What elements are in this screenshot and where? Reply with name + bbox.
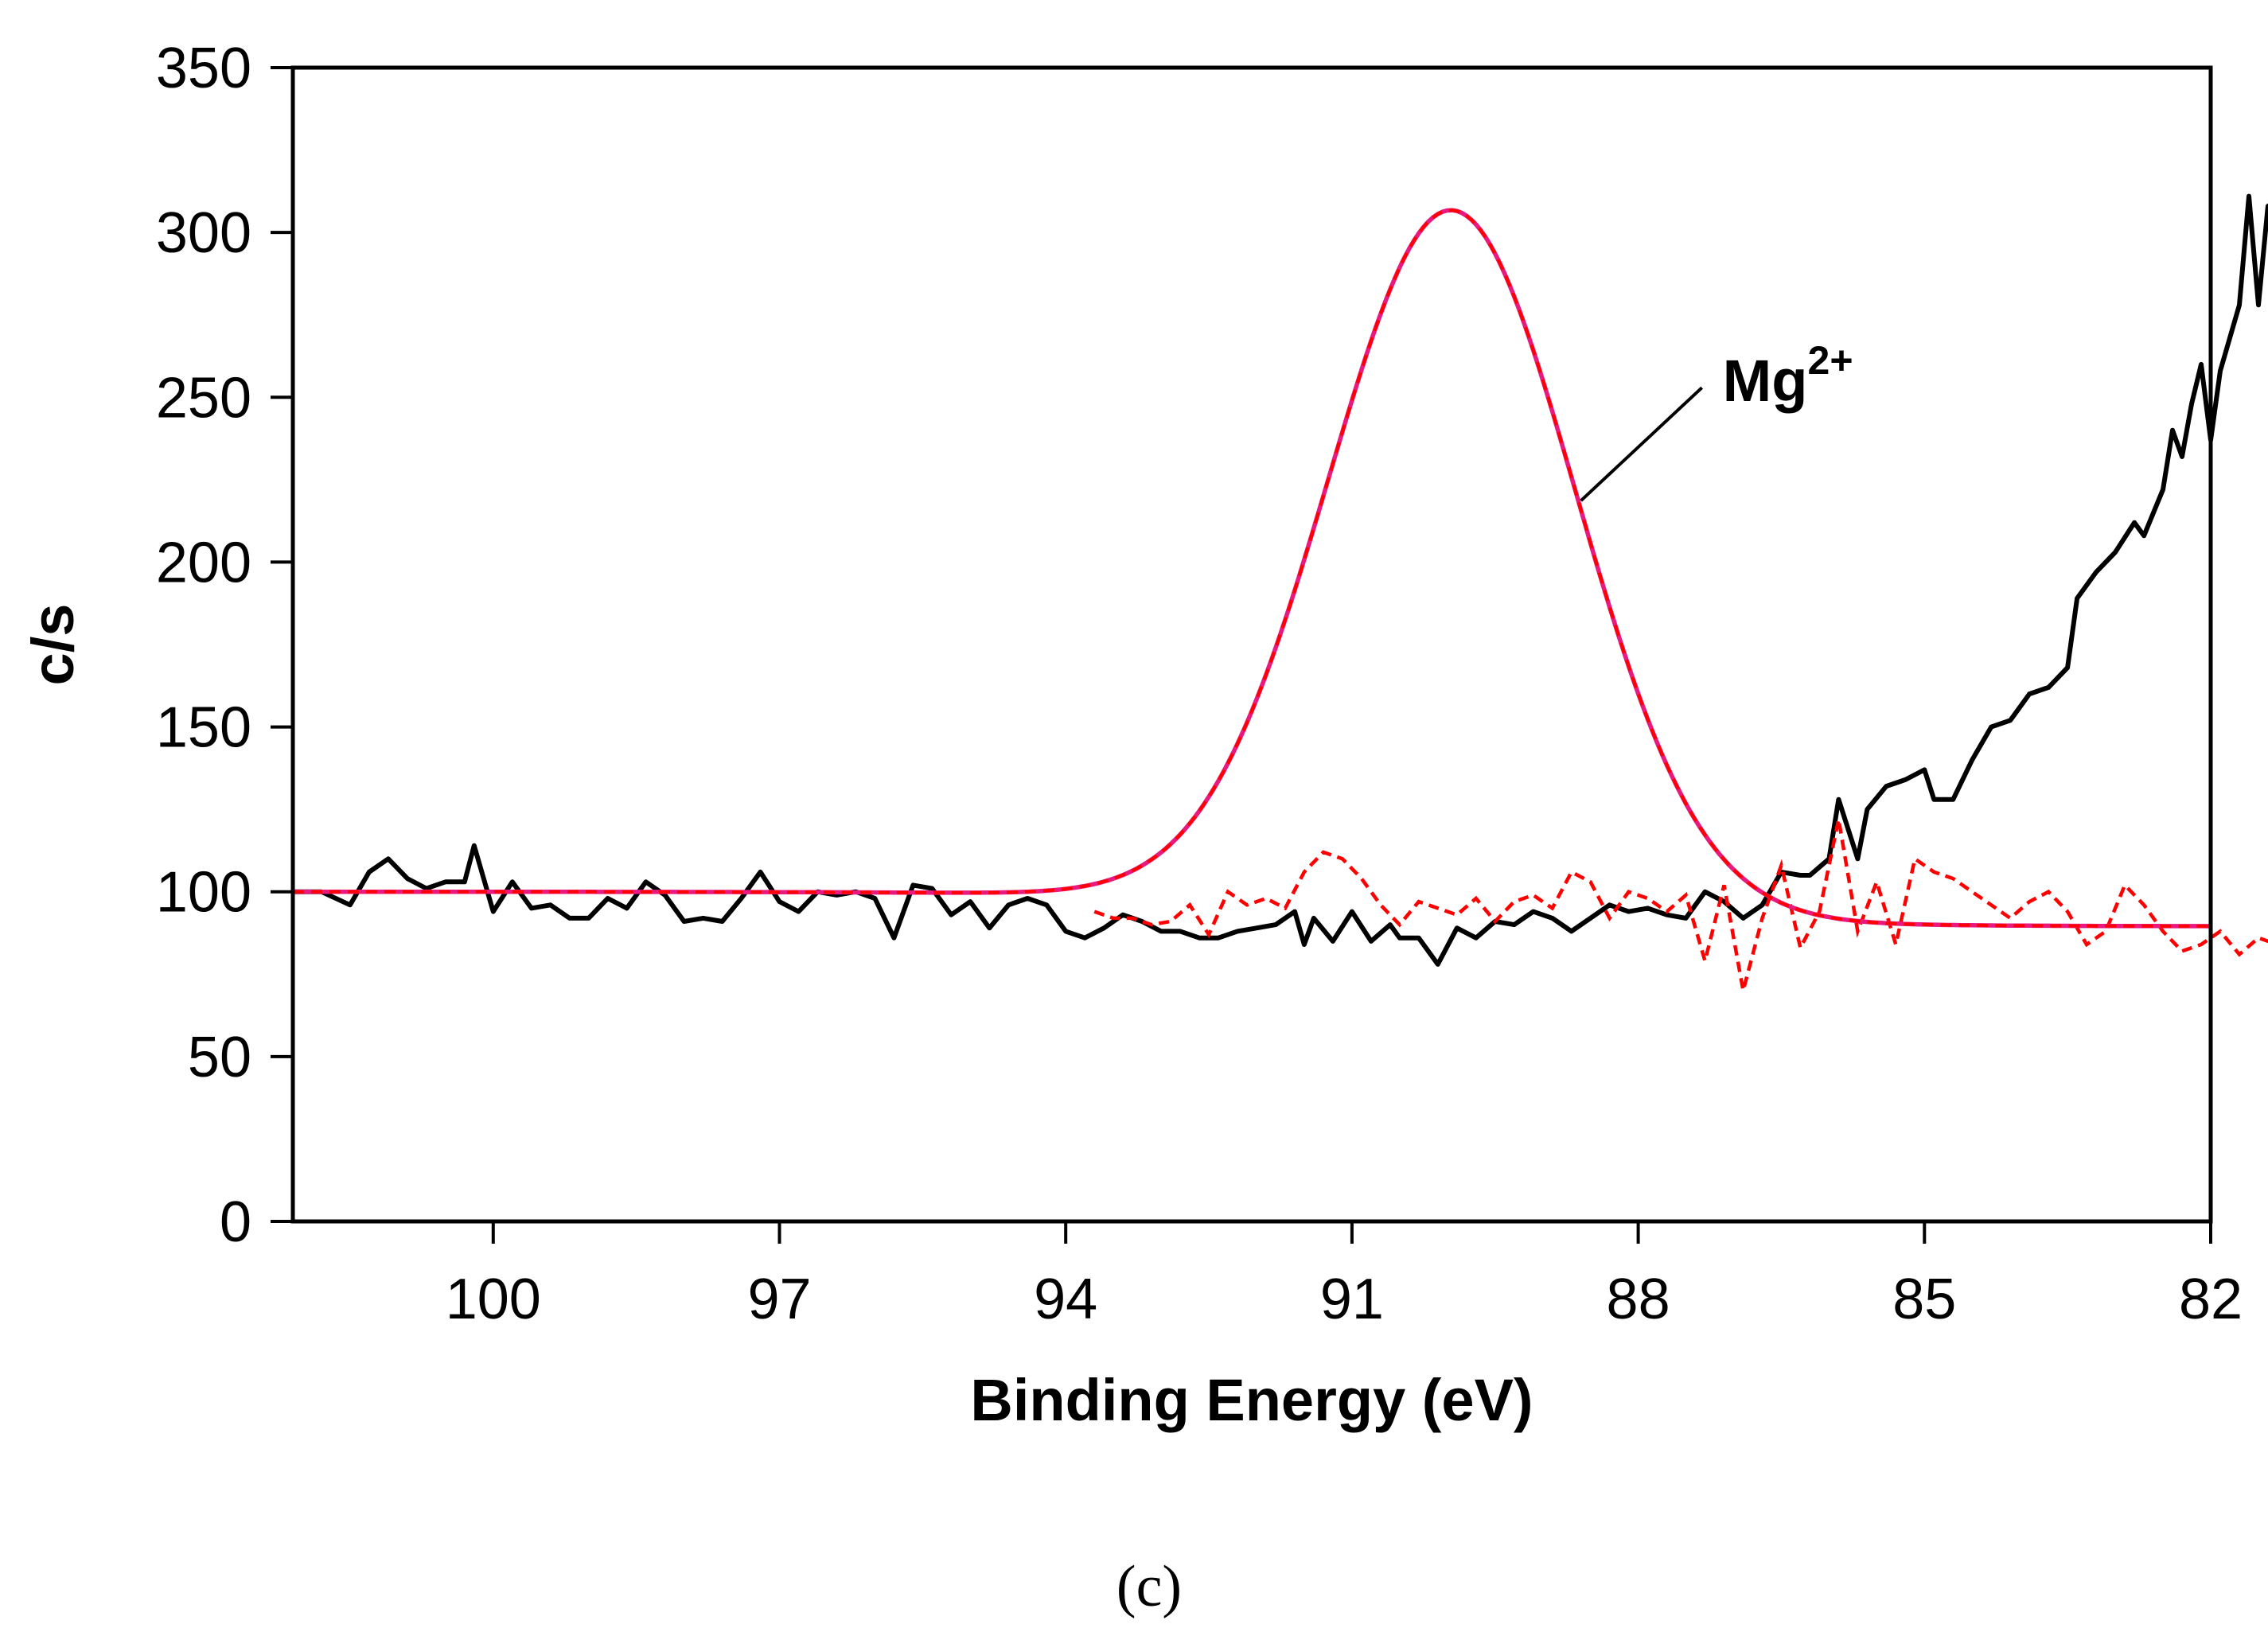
- series-residual-line: [1093, 819, 2268, 991]
- x-tick-label: 94: [1034, 1268, 1097, 1331]
- x-tick-label: 82: [2179, 1268, 2243, 1331]
- annotation-superscript: 2+: [1808, 338, 1853, 383]
- series-mg2-component-line: [293, 208, 2211, 928]
- y-tick-label: 150: [156, 696, 251, 760]
- y-tick-label: 300: [156, 201, 251, 265]
- annotation-leader-line: [1580, 386, 1704, 502]
- x-tick-label: 97: [747, 1268, 811, 1331]
- x-tick-label: 100: [446, 1268, 541, 1331]
- x-tick-label: 85: [1892, 1268, 1956, 1331]
- y-tick-label: 100: [156, 861, 251, 925]
- x-tick-label: 88: [1607, 1268, 1670, 1331]
- x-axis-title: Binding Energy (eV): [970, 1367, 1533, 1433]
- x-tick-label: 91: [1320, 1268, 1384, 1331]
- y-tick-label: 50: [188, 1026, 251, 1089]
- y-tick-label: 0: [220, 1190, 251, 1254]
- annotation-main-text: Mg: [1723, 348, 1808, 414]
- plot-frame: [290, 65, 2213, 1224]
- y-axis-ticks: 0 50 100 150 200 250 300 350: [156, 37, 293, 1254]
- figure-caption: (c): [1116, 1554, 1182, 1619]
- series-fit-envelope-line: [293, 208, 2211, 929]
- y-tick-label: 250: [156, 366, 251, 430]
- x-axis-ticks: 100 97 94 91 88 85 82: [446, 1221, 2243, 1331]
- y-axis-title: c/s: [20, 604, 86, 686]
- series-layer: [293, 193, 2268, 991]
- y-tick-label: 200: [156, 531, 251, 594]
- annotation-label: Mg2+: [1723, 338, 1853, 414]
- series-measured-line: [293, 193, 2268, 967]
- y-tick-label: 350: [156, 37, 251, 100]
